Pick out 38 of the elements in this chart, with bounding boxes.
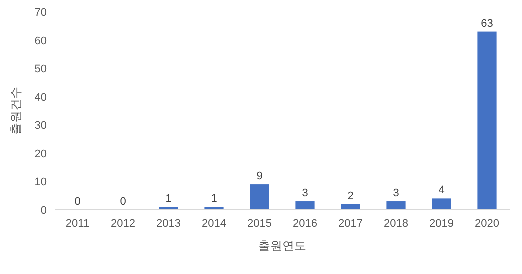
x-tick-label: 2019: [430, 218, 454, 230]
data-label: 63: [481, 18, 494, 30]
y-tick-label: 30: [34, 120, 47, 132]
x-tick-label: 2011: [66, 218, 90, 230]
bar: [341, 204, 360, 210]
bar: [204, 207, 224, 210]
bar: [432, 198, 452, 210]
y-tick-label: 60: [34, 35, 47, 48]
y-tick-label: 20: [34, 148, 47, 160]
bar: [386, 202, 406, 210]
data-label: 2: [348, 190, 354, 202]
data-label: 4: [438, 184, 445, 197]
x-tick-label: 2018: [384, 218, 408, 230]
data-label: 3: [393, 188, 400, 200]
bar: [250, 184, 270, 210]
x-tick-label: 2012: [111, 218, 136, 230]
x-tick-label: 2015: [248, 218, 272, 230]
data-label: 0: [120, 196, 126, 208]
bar: [296, 202, 315, 210]
y-tick-label: 50: [34, 64, 47, 76]
x-tick-label: 2016: [293, 218, 318, 230]
x-tick-label: 2013: [156, 218, 181, 230]
x-tick-label: 2020: [475, 218, 500, 230]
y-tick-label: 40: [34, 92, 47, 104]
y-tick-label: 0: [40, 205, 47, 217]
data-label: 1: [211, 193, 218, 206]
y-tick-label: 10: [34, 176, 47, 189]
x-axis-title: 출원연도: [258, 239, 306, 253]
y-tick-label: 70: [34, 7, 47, 19]
x-tick-label: 2014: [202, 218, 226, 230]
data-label: 9: [256, 170, 263, 183]
data-label: 3: [302, 188, 308, 200]
bar: [159, 207, 178, 210]
x-tick-label: 2017: [338, 218, 363, 230]
data-label: 1: [166, 193, 172, 206]
data-label: 0: [74, 196, 81, 208]
bar: [478, 32, 497, 210]
y-axis-title: 출원건수: [9, 87, 23, 135]
